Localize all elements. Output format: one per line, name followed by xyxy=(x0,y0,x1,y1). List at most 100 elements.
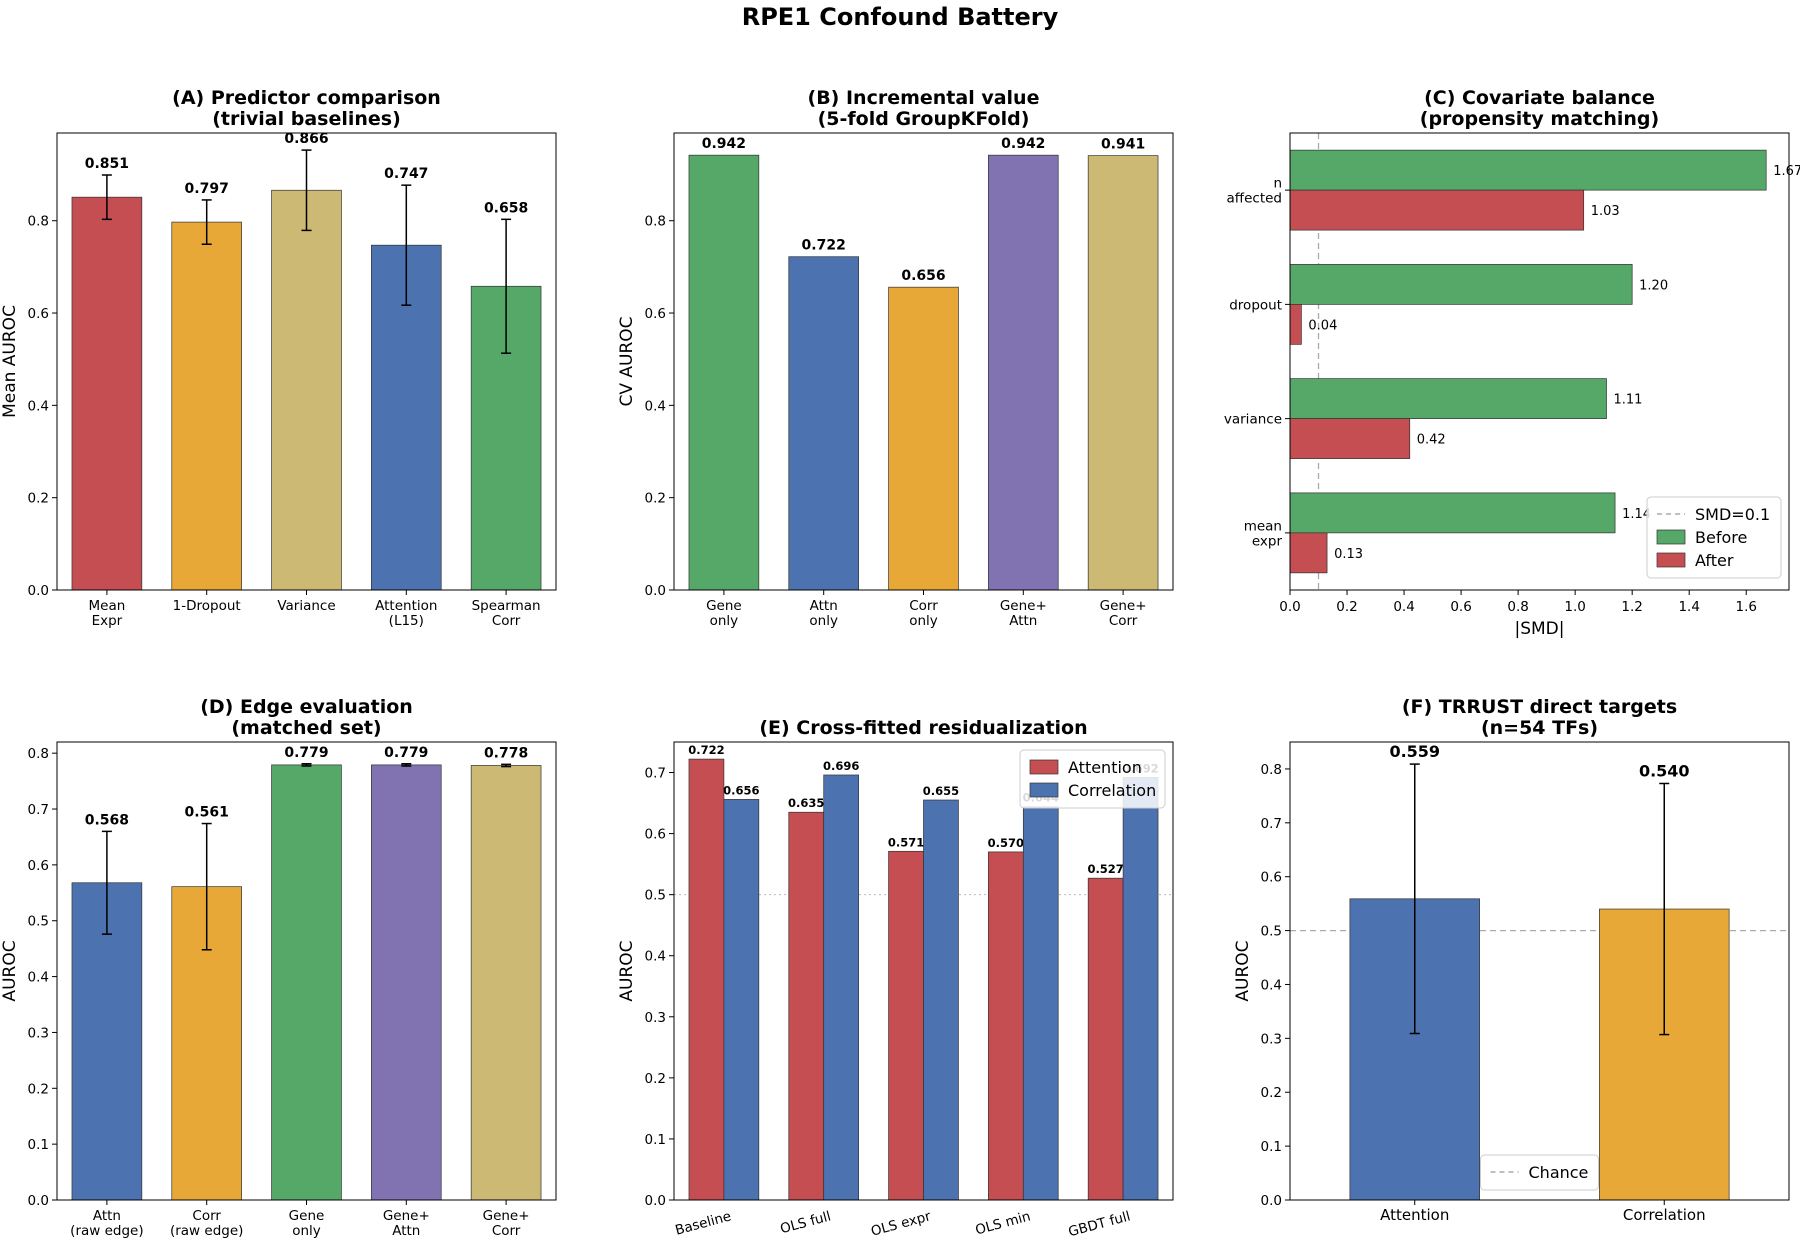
chart-B-value-label-2: 0.656 xyxy=(901,268,945,284)
chart-E-bar-correlation-2 xyxy=(923,799,959,1201)
chart-E-ytick-label-7: 0.7 xyxy=(645,766,666,782)
chart-B-title: (B) Incremental value (5-fold GroupKFold) xyxy=(808,87,1040,130)
chart-D-ytick-label-7: 0.7 xyxy=(28,802,49,818)
chart-F-ytick-label-3: 0.3 xyxy=(1261,1031,1282,1047)
chart-A-ytick-label-1: 0.2 xyxy=(28,491,49,507)
chart-C-title: (C) Covariate balance (propensity matchin… xyxy=(1420,87,1659,130)
chart-D-title: (D) Edge evaluation (matched set) xyxy=(200,696,413,739)
chart-D-ytick-label-1: 0.1 xyxy=(28,1137,49,1153)
chart-C-value-label-before-1: 1.20 xyxy=(1639,278,1668,293)
chart-B-bar-4 xyxy=(1087,155,1159,591)
chart-E-value-label-attention-3: 0.570 xyxy=(988,836,1024,850)
chart-A-bar-0 xyxy=(71,196,143,591)
chart-D-ytick-label-4: 0.4 xyxy=(28,970,49,986)
chart-E-bar-attention-4 xyxy=(1087,877,1124,1201)
chart-E-value-label-attention-4: 0.527 xyxy=(1087,862,1123,876)
chart-B-ytick-label-2: 0.4 xyxy=(645,398,666,414)
chart-E-xtick-label-1: OLS full xyxy=(779,1208,833,1237)
chart-A-value-label-0: 0.851 xyxy=(85,156,129,172)
chart-C-bar-after-3 xyxy=(1289,532,1328,574)
chart-C-xtick-label-5: 1.0 xyxy=(1564,599,1585,615)
chart-A-bar-2 xyxy=(271,189,342,591)
chart-A-ylabel: Mean AUROC xyxy=(0,305,20,418)
chart-B-bar-3 xyxy=(988,154,1059,591)
chart-A-xtick-label-2: Variance xyxy=(277,598,335,614)
chart-D-bar-4 xyxy=(470,765,542,1201)
chart-F-title: (F) TRRUST direct targets (n=54 TFs) xyxy=(1402,696,1677,739)
chart-A-xtick-label-1: 1-Dropout xyxy=(173,598,241,614)
chart-E-ytick-label-6: 0.6 xyxy=(645,827,666,843)
chart-F-legend-label-0: Chance xyxy=(1529,1163,1589,1182)
chart-E-frame xyxy=(673,741,1174,1201)
chart-E-bar-correlation-0 xyxy=(723,799,760,1201)
chart-D-ylabel: AUROC xyxy=(0,940,20,1001)
chart-F-ytick-label-2: 0.2 xyxy=(1261,1085,1282,1101)
chart-D-value-label-2: 0.779 xyxy=(284,745,328,761)
chart-E-value-label-attention-1: 0.635 xyxy=(788,796,824,810)
chart-F-legend xyxy=(1480,1154,1599,1191)
chart-C-value-label-before-3: 1.14 xyxy=(1622,507,1651,522)
chart-E-value-label-correlation-0: 0.656 xyxy=(723,783,759,797)
chart-A-value-label-2: 0.866 xyxy=(284,131,328,147)
chart-F-ytick-label-0: 0.0 xyxy=(1261,1193,1282,1209)
chart-F-ylabel: AUROC xyxy=(1233,940,1253,1001)
chart-C-bar-before-0 xyxy=(1289,149,1767,191)
chart-E-bar-attention-3 xyxy=(988,851,1024,1201)
chart-F-ytick-label-6: 0.6 xyxy=(1261,870,1282,886)
chart-A-xtick-label-3: Attention (L15) xyxy=(375,598,437,629)
chart-E-legend-label-0: Attention xyxy=(1068,758,1142,777)
chart-D-xtick-label-1: Corr (raw edge) xyxy=(170,1208,243,1239)
chart-D-ytick-label-5: 0.5 xyxy=(28,914,49,930)
chart-E-xtick-label-0: Baseline xyxy=(673,1208,732,1238)
chart-E-value-label-attention-2: 0.571 xyxy=(888,835,924,849)
chart-D-value-label-3: 0.779 xyxy=(384,745,428,761)
chart-C-bar-before-2 xyxy=(1289,378,1607,419)
chart-E-bar-correlation-4 xyxy=(1122,777,1159,1201)
chart-E-bar-attention-1 xyxy=(788,811,825,1201)
chart-D-value-label-0: 0.568 xyxy=(85,812,129,828)
chart-E-xtick-label-4: GBDT full xyxy=(1067,1208,1132,1239)
chart-C-ytick-label-1: dropout xyxy=(1229,297,1282,313)
chart-C-legend-swatch-2 xyxy=(1656,552,1686,568)
chart-C-legend-label-1: Before xyxy=(1695,528,1747,547)
chart-E-legend-swatch-1 xyxy=(1029,782,1059,798)
chart-B-value-label-3: 0.942 xyxy=(1001,136,1045,152)
chart-D-ytick-label-0: 0.0 xyxy=(28,1193,49,1209)
chart-A-value-label-1: 0.797 xyxy=(185,181,229,197)
chart-B-bar-2 xyxy=(888,286,959,591)
chart-C-xtick-label-7: 1.4 xyxy=(1678,599,1699,615)
figure-suptitle: RPE1 Confound Battery xyxy=(742,3,1059,31)
chart-B-ytick-label-0: 0.0 xyxy=(645,583,666,599)
chart-F-ytick-label-5: 0.5 xyxy=(1261,924,1282,940)
chart-B-bar-0 xyxy=(688,154,760,591)
chart-D-ytick-label-2: 0.2 xyxy=(28,1081,49,1097)
panels: 0.851 Mean Expr 0.797 1-Dropout 0.866 Variance… xyxy=(0,87,1800,1239)
chart-C-xtick-label-8: 1.6 xyxy=(1735,599,1756,615)
chart-B-ylabel: CV AUROC xyxy=(617,316,637,406)
chart-A-value-label-4: 0.658 xyxy=(484,200,528,216)
chart-D-ytick-label-6: 0.6 xyxy=(28,858,49,874)
chart-C-ytick-label-0: n affected xyxy=(1227,176,1282,207)
chart-D-bar-0 xyxy=(71,882,143,1201)
chart-E-value-label-correlation-1: 0.696 xyxy=(823,759,859,773)
chart-C-value-label-after-0: 1.03 xyxy=(1591,204,1620,219)
chart-E-bar-attention-2 xyxy=(888,850,924,1201)
chart-A-ytick-label-3: 0.6 xyxy=(28,306,49,322)
chart-B-xtick-label-3: Gene+ Attn xyxy=(1000,598,1047,629)
chart-E-ylabel: AUROC xyxy=(617,940,637,1001)
chart-B-value-label-4: 0.941 xyxy=(1101,137,1145,153)
chart-B-value-label-0: 0.942 xyxy=(702,136,746,152)
chart-C-bar-after-1 xyxy=(1289,304,1302,345)
chart-D-bar-2 xyxy=(271,764,342,1201)
chart-E-ytick-label-3: 0.3 xyxy=(645,1010,666,1026)
chart-C-value-label-before-0: 1.67 xyxy=(1773,164,1800,179)
chart-E-ytick-label-1: 0.1 xyxy=(645,1132,666,1148)
chart-C-xtick-label-0: 0.0 xyxy=(1279,599,1300,615)
chart-D-bar-3 xyxy=(371,764,442,1201)
chart-D-ytick-label-3: 0.3 xyxy=(28,1025,49,1041)
chart-F-ytick-label-7: 0.7 xyxy=(1261,816,1282,832)
chart-E-value-label-correlation-2: 0.655 xyxy=(923,784,959,798)
chart-F-value-label-1: 0.540 xyxy=(1639,761,1690,780)
chart-E-ytick-label-0: 0.0 xyxy=(645,1193,666,1209)
